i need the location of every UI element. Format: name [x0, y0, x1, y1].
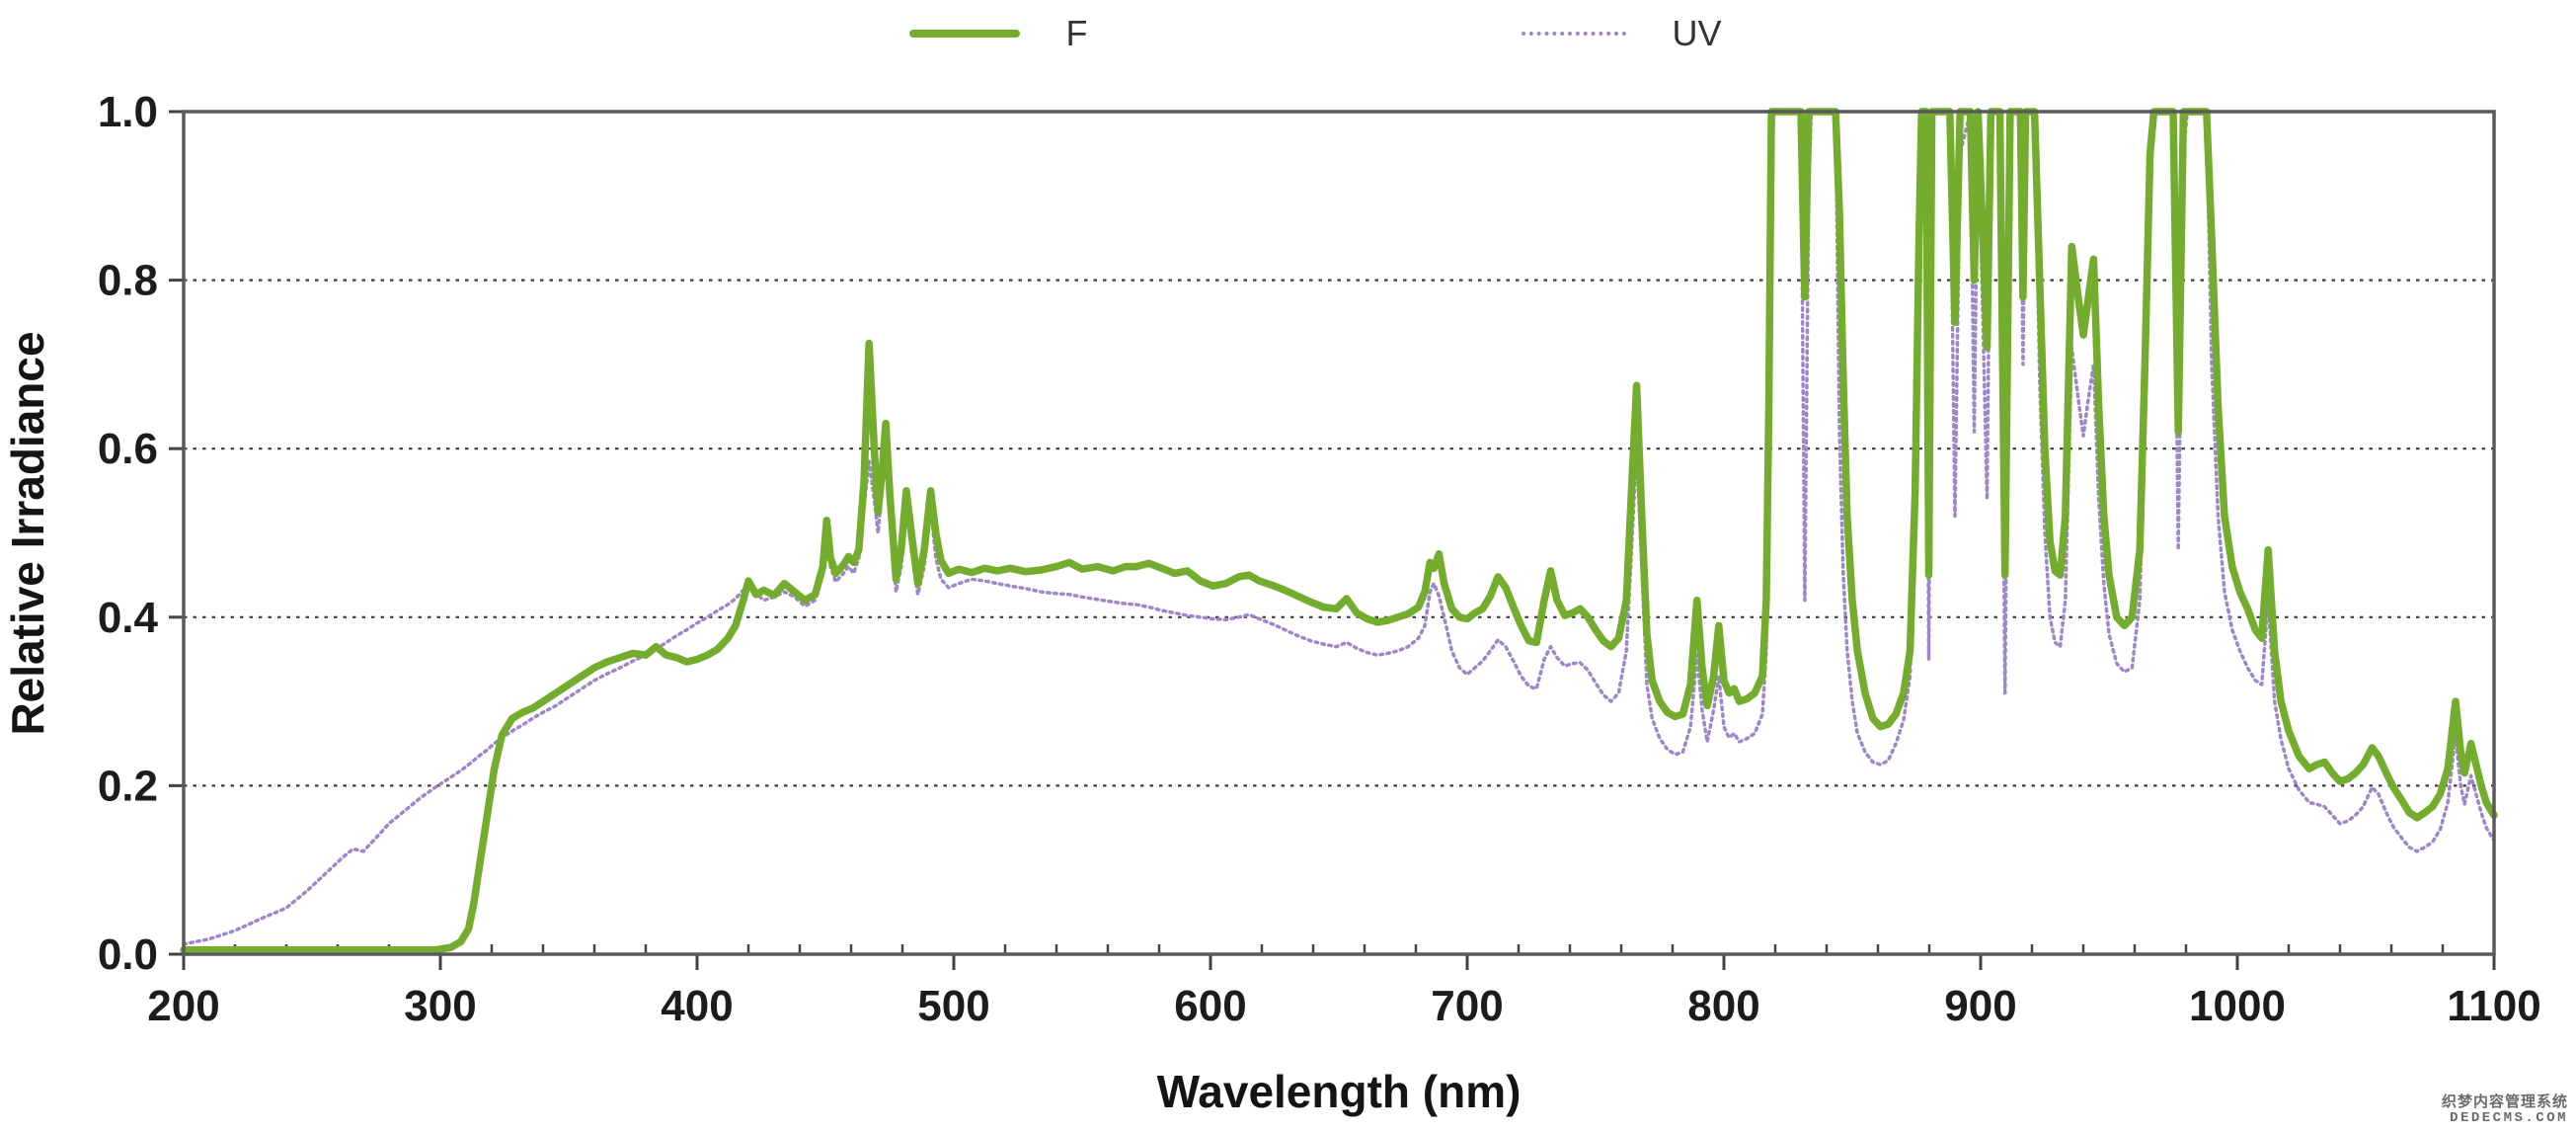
uv-line-swatch-icon	[1522, 32, 1627, 36]
legend-label-f: F	[1065, 13, 1088, 53]
legend-item-f: F	[909, 16, 1087, 51]
svg-text:1.0: 1.0	[98, 88, 158, 136]
x-axis-title: Wavelength (nm)	[1156, 1066, 1522, 1117]
svg-text:200: 200	[147, 982, 219, 1030]
svg-text:400: 400	[661, 982, 733, 1030]
svg-text:900: 900	[1944, 982, 2016, 1030]
svg-text:0.2: 0.2	[98, 762, 158, 810]
svg-text:500: 500	[917, 982, 989, 1030]
y-axis-title: Relative Irradiance	[2, 331, 53, 736]
svg-text:700: 700	[1431, 982, 1503, 1030]
legend-item-uv: UV	[1522, 13, 1722, 53]
svg-text:0.0: 0.0	[98, 930, 158, 979]
f-line-swatch-icon	[909, 30, 1021, 38]
svg-text:0.4: 0.4	[98, 594, 159, 642]
svg-text:600: 600	[1174, 982, 1246, 1030]
watermark-latin-text: DEDECMS.COM	[2450, 1109, 2568, 1126]
watermark: 织梦内容管理系统 DEDECMS.COM	[2442, 1093, 2568, 1126]
svg-text:800: 800	[1687, 982, 1759, 1030]
watermark-chinese-text: 织梦内容管理系统	[2441, 1092, 2568, 1110]
legend-label-uv: UV	[1672, 13, 1722, 53]
svg-text:1100: 1100	[2447, 982, 2540, 1030]
svg-text:0.6: 0.6	[98, 425, 158, 473]
plot-border	[182, 110, 2496, 956]
svg-text:300: 300	[404, 982, 476, 1030]
f-series-line	[180, 108, 2498, 954]
chart-legend: F UV	[28, 10, 2576, 57]
svg-text:0.8: 0.8	[98, 257, 158, 305]
svg-text:1000: 1000	[2189, 982, 2286, 1030]
